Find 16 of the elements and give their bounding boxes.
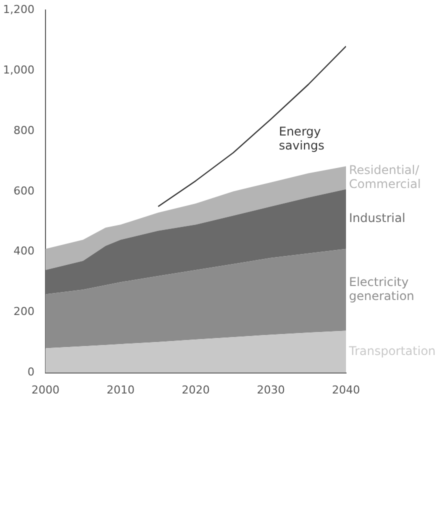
y-tick-label: 600 — [13, 184, 34, 198]
x-tick-label: 2010 — [106, 383, 135, 396]
x-tick-label: 2020 — [182, 383, 210, 396]
x-tick-label: 2000 — [31, 383, 60, 396]
x-tick-label: 2030 — [256, 383, 285, 396]
y-tick-label: 1,000 — [2, 63, 34, 76]
y-tick-label: 1,200 — [2, 2, 34, 16]
y-tick-label: 200 — [13, 305, 34, 318]
series-label: Residential/Commercial — [349, 162, 421, 191]
series-label: Industrial — [349, 211, 406, 226]
series-label: Energy savings — [278, 124, 324, 152]
y-tick-label: 400 — [13, 244, 34, 258]
y-tick-label: 800 — [13, 124, 34, 137]
x-tick-label: 2040 — [332, 383, 360, 396]
y-tick-label: 0 — [27, 366, 34, 379]
series-label: Electricity generation — [349, 274, 414, 303]
